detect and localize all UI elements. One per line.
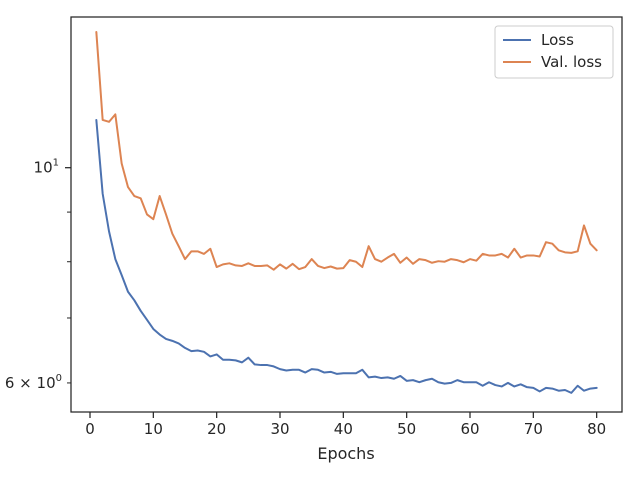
y-minor-tick-label-0: 6 × 100 (5, 373, 62, 392)
x-tick-label-0: 0 (85, 420, 95, 438)
legend: Loss Val. loss (494, 25, 614, 79)
x-tick-label-5: 50 (397, 420, 416, 438)
x-axis-label: Epochs (317, 444, 374, 463)
x-tick-label-4: 40 (334, 420, 353, 438)
x-tick-label-7: 70 (524, 420, 543, 438)
series-line-1 (95, 31, 598, 271)
legend-label-1: Val. loss (541, 53, 602, 71)
series-line-0 (95, 118, 598, 394)
axes-frame (70, 16, 623, 413)
x-tick-label-8: 80 (587, 420, 606, 438)
x-tick-label-3: 30 (270, 420, 289, 438)
axes: 0 10 20 30 40 50 60 70 80 101 6 × 100 (5, 16, 623, 438)
x-tick-label-2: 20 (207, 420, 226, 438)
y-major-tick-label-0: 101 (34, 158, 59, 177)
x-tick-label-6: 60 (460, 420, 479, 438)
legend-label-0: Loss (541, 31, 574, 49)
x-tick-label-1: 10 (144, 420, 163, 438)
plot-area (95, 31, 598, 394)
